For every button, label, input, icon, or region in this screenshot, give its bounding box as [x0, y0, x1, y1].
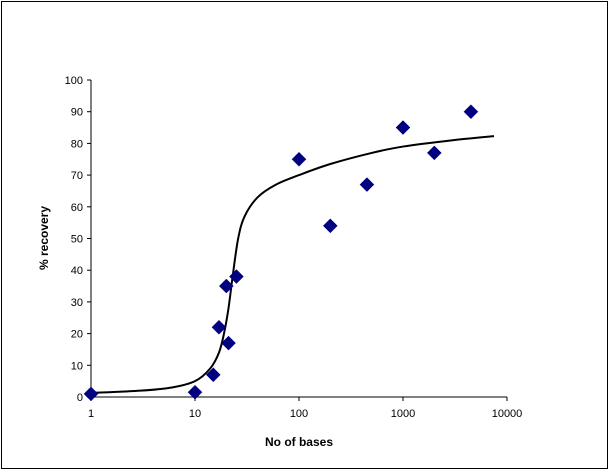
- x-tick-label: 1: [88, 408, 94, 420]
- x-tick-label: 1000: [391, 408, 415, 420]
- data-point-marker: [221, 335, 236, 351]
- data-point-marker: [359, 177, 375, 192]
- y-tick-label: 100: [65, 75, 83, 87]
- x-axis-ticks: 1 10 100 1000 10000: [88, 397, 522, 420]
- data-point-marker: [291, 151, 307, 167]
- y-tick-label: 20: [71, 329, 83, 341]
- data-point-marker: [463, 104, 479, 120]
- x-tick-label: 10: [189, 408, 201, 420]
- data-point-marker: [205, 367, 221, 383]
- data-point-marker: [229, 269, 244, 284]
- y-tick-label: 0: [77, 392, 83, 404]
- x-tick-label: 100: [290, 408, 308, 420]
- x-axis-title: No of bases: [265, 435, 333, 449]
- y-tick-label: 90: [71, 107, 83, 119]
- data-point-marker: [187, 384, 203, 400]
- y-tick-label: 10: [71, 360, 83, 372]
- y-tick-label: 80: [71, 138, 83, 150]
- data-point-marker: [218, 278, 234, 294]
- data-point-marker: [211, 319, 227, 335]
- y-axis-title: % recovery: [37, 206, 51, 270]
- data-point-marker: [395, 120, 411, 135]
- fit-curve: [90, 135, 495, 394]
- y-tick-label: 40: [71, 265, 83, 277]
- data-point-marker: [426, 145, 442, 161]
- data-point-marker: [83, 386, 99, 402]
- x-tick-label: 10000: [492, 408, 523, 420]
- y-tick-label: 60: [71, 202, 83, 214]
- y-tick-label: 30: [71, 297, 83, 309]
- y-axis-ticks: 0 10 20 30 40 50 60 70 80 90 100: [65, 75, 91, 404]
- y-tick-label: 50: [71, 234, 83, 246]
- y-tick-label: 70: [71, 170, 83, 182]
- data-point-marker: [322, 218, 338, 234]
- data-points: [83, 104, 479, 402]
